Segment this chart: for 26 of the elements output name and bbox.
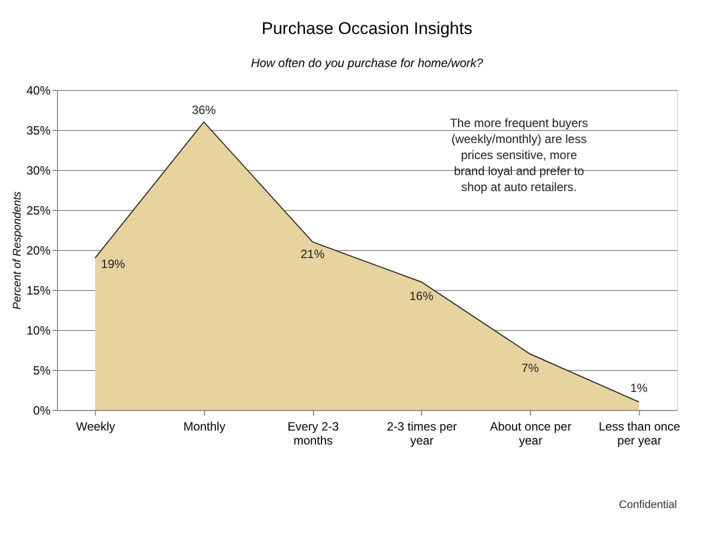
chart-title: Purchase Occasion Insights: [262, 19, 472, 38]
text: 16%: [409, 289, 434, 303]
x-tick-label: Monthly: [183, 420, 226, 434]
y-tick-label: 15%: [26, 284, 51, 298]
y-tick-label: 20%: [26, 244, 51, 258]
x-tick-label: About once per year: [490, 420, 572, 448]
x-tick-label: Less than once per year: [598, 420, 680, 448]
x-tick-label: Weekly: [76, 420, 116, 434]
y-axis-title: Percent of Respondents: [11, 190, 24, 310]
y-tick-label: 0%: [33, 404, 51, 418]
text: Confidential: [618, 499, 677, 511]
annotation: The more frequent buyers (weekly/monthly) are less prices sensitive, more brand loyal and prefer to shop at auto retailers.: [450, 116, 588, 194]
x-tick-label: Every 2-3 months: [287, 420, 340, 448]
y-tick-label: 40%: [26, 84, 51, 98]
chart-subtitle: How often do you purchase for home/work?: [250, 56, 484, 70]
y-tick-label: 30%: [26, 164, 51, 178]
y-tick-label: 25%: [26, 204, 51, 218]
text: 36%: [192, 103, 216, 117]
y-tick-label: 5%: [33, 364, 51, 378]
text: 19%: [101, 257, 126, 271]
text: 1%: [630, 381, 648, 395]
text: 7%: [521, 361, 539, 375]
y-tick-label: 10%: [26, 324, 51, 338]
x-tick-label: 2-3 times per year: [386, 420, 457, 448]
text: 21%: [300, 247, 325, 261]
y-tick-label: 35%: [26, 124, 51, 138]
